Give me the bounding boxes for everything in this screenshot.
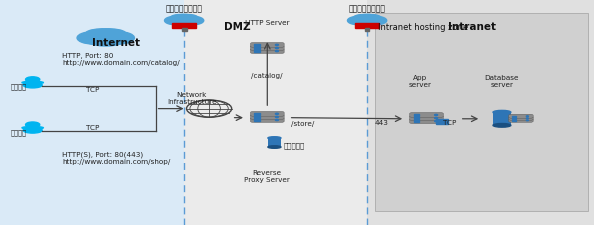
Circle shape [526,116,528,117]
Text: DMZ: DMZ [225,22,251,32]
Text: ファイアウォール: ファイアウォール [166,4,203,13]
Circle shape [361,16,381,23]
Ellipse shape [268,137,281,140]
Bar [169,21,200,22]
Bar [436,119,448,124]
Ellipse shape [22,127,43,129]
Text: TCP: TCP [86,87,100,93]
Text: Intranet hosting zone: Intranet hosting zone [378,22,468,32]
Bar [352,21,383,22]
FancyBboxPatch shape [251,115,284,120]
Text: Internet: Internet [92,38,140,48]
FancyBboxPatch shape [251,112,284,117]
FancyBboxPatch shape [410,119,443,124]
Circle shape [92,30,119,40]
Bar [413,121,419,122]
Bar [493,113,511,126]
Bar [513,118,516,119]
Circle shape [77,33,109,45]
Text: Intranet: Intranet [448,22,496,32]
Ellipse shape [268,146,281,149]
FancyBboxPatch shape [251,46,284,51]
Circle shape [276,117,279,118]
Text: ユーザー: ユーザー [11,83,27,90]
Circle shape [365,17,387,26]
Circle shape [26,77,40,83]
Bar [413,118,419,119]
Text: /catalog/: /catalog/ [251,72,283,78]
Bar [513,120,516,121]
Circle shape [169,15,200,27]
FancyBboxPatch shape [410,113,443,118]
Bar [172,24,196,29]
Bar [254,114,260,115]
Circle shape [85,30,114,41]
Circle shape [276,45,279,46]
Ellipse shape [23,128,42,133]
Text: TCP: TCP [443,120,456,126]
Circle shape [97,30,127,41]
Ellipse shape [493,124,511,128]
Text: HTTP(S), Port: 80(443)
http://www.domain.com/shop/: HTTP(S), Port: 80(443) http://www.domain… [62,151,170,164]
Bar [365,29,369,32]
Text: 443: 443 [374,120,388,126]
Text: HTTP, Port: 80
http://www.domain.com/catalog/: HTTP, Port: 80 http://www.domain.com/cat… [62,53,180,66]
Text: HTTP Server: HTTP Server [245,20,290,25]
Bar [254,45,260,47]
Bar [375,14,588,211]
Circle shape [276,51,279,52]
Circle shape [526,120,528,121]
Text: Database
server: Database server [485,74,519,88]
Circle shape [165,17,187,26]
Bar [254,51,260,53]
Bar [182,29,187,32]
Circle shape [178,16,198,23]
Circle shape [276,120,279,121]
Circle shape [435,115,438,116]
Bar [254,117,260,118]
Ellipse shape [22,82,43,84]
Text: /store/: /store/ [291,121,314,127]
FancyBboxPatch shape [508,119,533,123]
Bar [184,0,367,225]
Circle shape [435,121,438,122]
Bar [367,0,594,225]
Bar [513,116,516,117]
Circle shape [102,33,134,45]
Ellipse shape [493,111,511,115]
FancyBboxPatch shape [251,118,284,123]
Circle shape [435,118,438,119]
Bar [254,120,260,121]
Bar [413,115,419,116]
Circle shape [526,118,528,119]
Text: キャッシュ: キャッシュ [283,142,305,148]
FancyBboxPatch shape [508,115,533,119]
Bar [0,0,184,225]
Circle shape [170,16,190,23]
Text: TCP: TCP [86,124,100,130]
Text: App
server: App server [409,74,432,88]
Circle shape [83,30,128,47]
Circle shape [358,16,377,22]
Circle shape [347,17,369,26]
Bar [83,38,128,40]
Text: Reverse
Proxy Server: Reverse Proxy Server [244,169,290,182]
Ellipse shape [23,83,42,88]
Circle shape [26,122,40,128]
Bar [268,138,281,147]
FancyBboxPatch shape [410,116,443,121]
Text: ファイアウォール: ファイアウォール [349,4,386,13]
Circle shape [175,16,194,22]
Bar [254,48,260,50]
Circle shape [276,114,279,115]
Circle shape [276,48,279,49]
Circle shape [353,16,373,23]
FancyBboxPatch shape [251,50,284,54]
Text: Network
Infrastructure: Network Infrastructure [167,91,217,104]
Text: ユーザー: ユーザー [11,128,27,135]
Circle shape [182,17,204,26]
Circle shape [352,15,383,27]
Bar [355,24,379,29]
FancyBboxPatch shape [508,117,533,121]
FancyBboxPatch shape [251,43,284,48]
